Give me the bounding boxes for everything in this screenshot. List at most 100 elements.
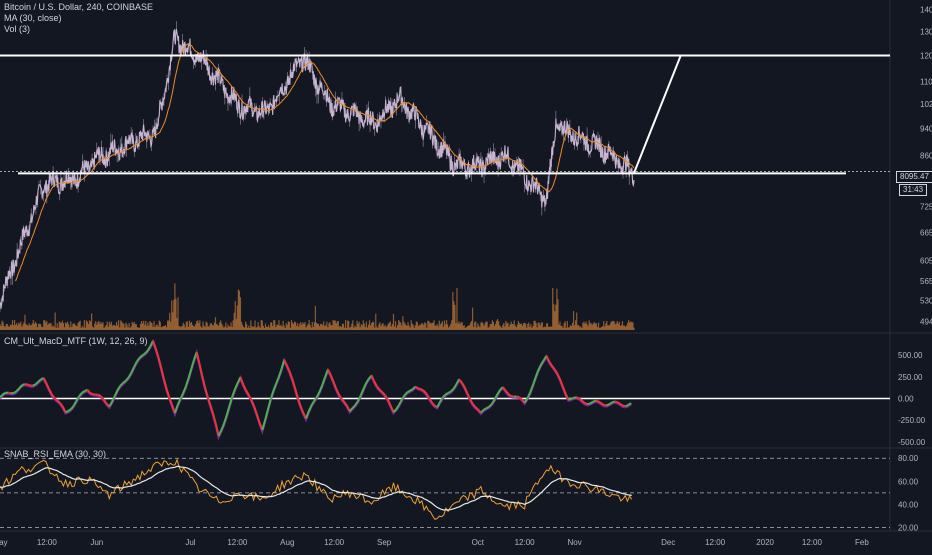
macd-line-segment <box>219 430 222 436</box>
volume-bar <box>20 322 21 330</box>
volume-bar <box>399 322 400 330</box>
volume-bar <box>425 323 426 330</box>
price-tick-label: 11000.00 <box>920 78 932 87</box>
volume-bar <box>293 324 294 330</box>
volume-bar <box>219 322 220 330</box>
volume-bar <box>172 312 173 330</box>
volume-bar <box>259 326 260 330</box>
time-tick-label: Nov <box>567 538 581 547</box>
volume-bar <box>286 323 287 330</box>
volume-bar <box>186 322 187 330</box>
volume-bar <box>323 321 324 330</box>
volume-bar <box>626 325 627 330</box>
volume-bar <box>37 327 38 330</box>
macd-line-segment <box>186 378 189 386</box>
volume-bar <box>473 327 474 330</box>
ma-legend[interactable]: MA (30, close) <box>4 13 153 24</box>
volume-bar <box>58 328 59 330</box>
volume-bar <box>625 327 626 330</box>
macd-line-segment <box>156 348 159 357</box>
volume-bar <box>376 327 377 330</box>
volume-bar <box>401 325 402 330</box>
volume-bar <box>413 325 414 330</box>
volume-bar <box>539 322 540 330</box>
volume-bar <box>328 323 329 330</box>
time-tick-label: Feb <box>855 538 869 547</box>
volume-bar <box>335 320 336 330</box>
price-series <box>0 21 634 312</box>
volume-bar <box>318 324 319 330</box>
volume-bar <box>300 322 301 330</box>
volume-bar <box>229 326 230 330</box>
volume-bar <box>426 328 427 330</box>
bar-countdown-label: 31:43 <box>899 184 927 196</box>
volume-bar <box>181 326 182 330</box>
volume-bar <box>496 321 497 330</box>
volume-bar <box>306 326 307 330</box>
volume-bar <box>48 323 49 330</box>
volume-bar <box>595 324 596 330</box>
last-price-label: 8095.47 <box>896 171 932 183</box>
macd-line-segment <box>167 389 170 398</box>
volume-bar <box>253 326 254 330</box>
volume-bar <box>510 322 511 330</box>
volume-bar <box>430 324 431 330</box>
volume-bar <box>61 323 62 330</box>
volume-bar <box>499 325 500 330</box>
macd-line-segment <box>22 384 25 385</box>
volume-bar <box>197 320 198 330</box>
volume-bar <box>108 327 109 330</box>
volume-bar <box>311 328 312 330</box>
macd-signal-line <box>0 342 631 437</box>
volume-bar <box>8 326 9 330</box>
volume-bar <box>508 327 509 330</box>
volume-bar <box>140 324 141 330</box>
volume-bar <box>51 327 52 330</box>
volume-bar <box>204 327 205 330</box>
volume-bar <box>628 320 629 330</box>
volume-bar <box>261 320 262 330</box>
volume-bar <box>554 311 555 330</box>
symbol-title[interactable]: Bitcoin / U.S. Dollar, 240, COINBASE <box>4 2 153 13</box>
volume-bar <box>579 327 580 330</box>
volume-bar <box>117 325 118 330</box>
volume-bar <box>233 320 234 330</box>
volume-bar <box>546 324 547 330</box>
volume-bar <box>183 323 184 330</box>
grid <box>0 0 932 531</box>
volume-bar <box>390 321 391 330</box>
volume-bar <box>629 322 630 330</box>
volume-bar <box>295 322 296 330</box>
macd-line-segment <box>577 397 580 398</box>
volume-bar <box>39 324 40 330</box>
volume-bar <box>248 326 249 330</box>
rsi-legend[interactable]: SNAB_RSI_EMA (30, 30) <box>4 449 106 460</box>
macd-line-segment <box>262 420 265 430</box>
volume-legend[interactable]: Vol (3) <box>4 24 153 35</box>
volume-bar <box>462 322 463 330</box>
volume-bar <box>206 322 207 330</box>
volume-bar <box>503 323 504 330</box>
macd-line-segment <box>232 389 235 397</box>
volume-bar <box>269 328 270 330</box>
volume-bar <box>605 323 606 330</box>
macd-line-segment <box>585 403 588 404</box>
volume-bar <box>137 327 138 330</box>
macd-line-segment <box>612 401 615 402</box>
volume-bar <box>584 324 585 330</box>
volume-bar <box>276 325 277 330</box>
volume-bar <box>94 323 95 330</box>
volume-bar <box>287 325 288 330</box>
volume-bar <box>18 323 19 330</box>
volume-bar <box>489 327 490 330</box>
macd-legend[interactable]: CM_Ult_MacD_MTF (1W, 12, 26, 9) <box>4 336 148 347</box>
volume-bar <box>326 322 327 330</box>
volume-bar <box>257 327 258 330</box>
volume-bar <box>294 322 295 330</box>
volume-bar <box>12 320 13 330</box>
volume-bar <box>203 325 204 330</box>
volume-bar <box>321 324 322 330</box>
volume-bar <box>603 321 604 330</box>
volume-bar <box>310 325 311 330</box>
